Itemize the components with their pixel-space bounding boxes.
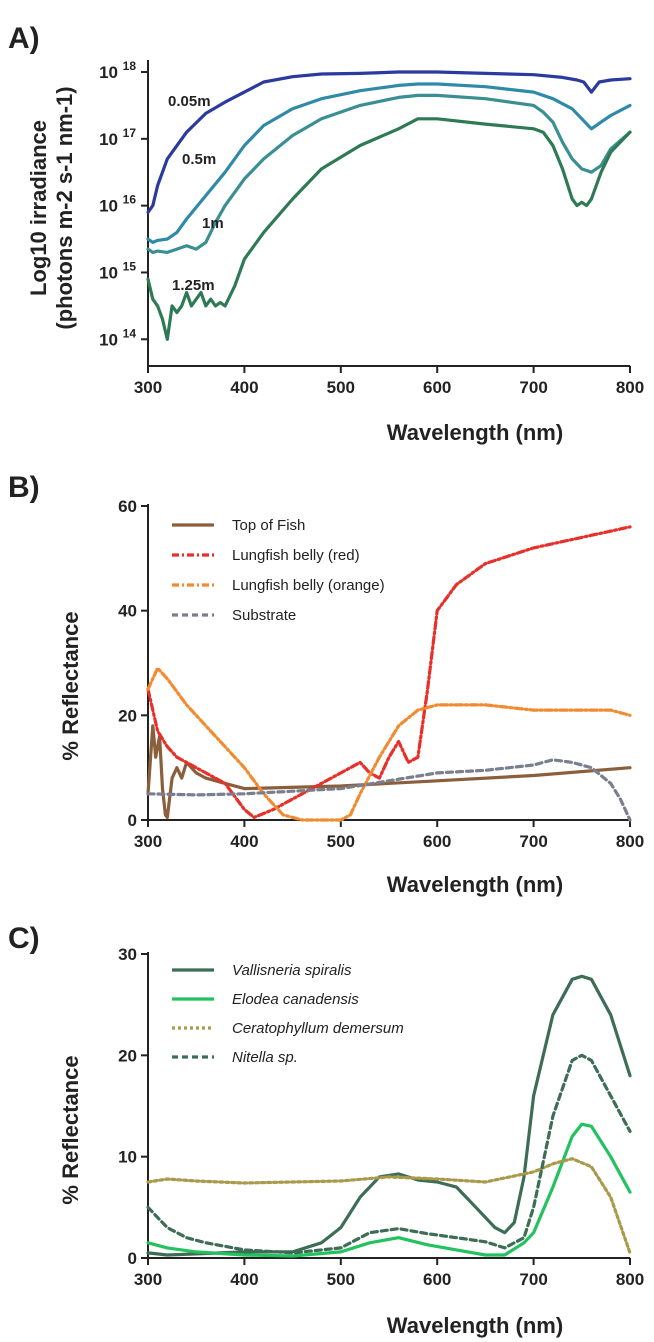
- y-tick-label: 40: [118, 602, 137, 621]
- x-tick-label: 700: [519, 1270, 547, 1289]
- x-tick-label: 500: [327, 1270, 355, 1289]
- series-line-2: [146, 1157, 632, 1255]
- y-tick-label: 0: [128, 811, 137, 830]
- x-tick-label: 600: [423, 832, 451, 851]
- y-tick-label: 10: [99, 130, 118, 149]
- x-tick-label: 400: [230, 1270, 258, 1289]
- depth-label-1: 0.5m: [182, 151, 216, 168]
- panel-b: B) 300 400 500 600 700 800 0 20 40 60 Top of Fish L…: [8, 471, 644, 897]
- y-tick-label: 10: [99, 330, 118, 349]
- panel-b-plot-area: 300 400 500 600 700 800 0 20 40 60 Top of Fish Lung…: [118, 497, 644, 851]
- series-line-3: [146, 758, 632, 822]
- x-tick-label: 400: [230, 832, 258, 851]
- y-tick-label: 10: [99, 263, 118, 282]
- panel-c-plot-area: 300 400 500 600 700 800 0 10 20 30 Vallisneria spi…: [118, 945, 644, 1289]
- x-tick-label: 500: [327, 832, 355, 851]
- x-tick-label: 600: [423, 378, 451, 397]
- panel-b-xlabel: Wavelength (nm): [387, 872, 563, 897]
- x-tick-label: 800: [616, 832, 644, 851]
- series-line-0: [146, 974, 632, 1257]
- depth-label-0: 0.05m: [168, 93, 211, 110]
- depth-label-2: 1m: [202, 215, 224, 232]
- x-tick-label: 300: [134, 378, 162, 397]
- y-tick-label: 10: [99, 63, 118, 82]
- y-tick-label: 60: [118, 497, 137, 516]
- series-line-1: [146, 82, 632, 244]
- panel-a-plot-area: 300 400 500 600 700 800 10 18 10 17 10 16 10 15 10 14 0.…: [99, 59, 644, 397]
- y-tick-label: 20: [118, 1046, 137, 1065]
- panel-b-letter: B): [8, 471, 40, 504]
- y-tick-exponent: 14: [123, 326, 137, 340]
- panel-c-letter: C): [8, 922, 40, 955]
- legend-label-2: Lungfish belly (orange): [232, 577, 385, 594]
- panel-a-ylabel-line2: (photons m-2 s-1 nm-1): [52, 86, 77, 329]
- panel-c-ylabel: % Reflectance: [58, 1055, 83, 1204]
- panel-a-letter: A): [8, 22, 40, 55]
- panel-a-xlabel: Wavelength (nm): [387, 420, 563, 445]
- x-tick-label: 800: [616, 378, 644, 397]
- y-tick-label: 30: [118, 945, 137, 964]
- y-tick-label: 20: [118, 706, 137, 725]
- panel-c-xlabel: Wavelength (nm): [387, 1313, 563, 1338]
- legend-label-1: Elodea canadensis: [232, 991, 359, 1008]
- panel-a: A) 300 400 500 600 700 800 10 18 10 17 10 16 10 15 10 1…: [8, 22, 644, 445]
- series-line-3: [146, 1053, 632, 1255]
- legend-label-0: Top of Fish: [232, 517, 305, 534]
- series-line-2: [146, 93, 632, 254]
- legend-label-3: Nitella sp.: [232, 1049, 298, 1066]
- series-line-3: [146, 117, 632, 341]
- y-tick-exponent: 18: [123, 59, 137, 73]
- y-tick-exponent: 15: [123, 259, 137, 273]
- panel-b-ylabel: % Reflectance: [58, 611, 83, 760]
- series-line-1: [146, 1122, 632, 1258]
- x-tick-label: 500: [327, 378, 355, 397]
- y-tick-label: 10: [118, 1148, 137, 1167]
- panel-c: C) 300 400 500 600 700 800 0 10 20 30 Vallisneria …: [8, 922, 644, 1338]
- x-tick-label: 700: [519, 832, 547, 851]
- x-tick-label: 300: [134, 832, 162, 851]
- legend-label-3: Substrate: [232, 607, 296, 624]
- y-tick-label: 0: [128, 1249, 137, 1268]
- panel-a-ylabel-line1: Log10 irradiance: [26, 120, 51, 296]
- x-tick-label: 700: [519, 378, 547, 397]
- series-line-0: [146, 70, 632, 214]
- series-line-2: [146, 666, 632, 822]
- legend-label-0: Vallisneria spiralis: [232, 962, 352, 979]
- legend-label-1: Lungfish belly (red): [232, 547, 360, 564]
- depth-label-3: 1.25m: [172, 277, 215, 294]
- series-line-1: [146, 525, 632, 819]
- y-tick-exponent: 17: [123, 126, 137, 140]
- legend-label-2: Ceratophyllum demersum: [232, 1020, 404, 1037]
- x-tick-label: 600: [423, 1270, 451, 1289]
- y-tick-exponent: 16: [123, 193, 137, 207]
- x-tick-label: 400: [230, 378, 258, 397]
- x-tick-label: 800: [616, 1270, 644, 1289]
- x-tick-label: 300: [134, 1270, 162, 1289]
- y-tick-label: 10: [99, 197, 118, 216]
